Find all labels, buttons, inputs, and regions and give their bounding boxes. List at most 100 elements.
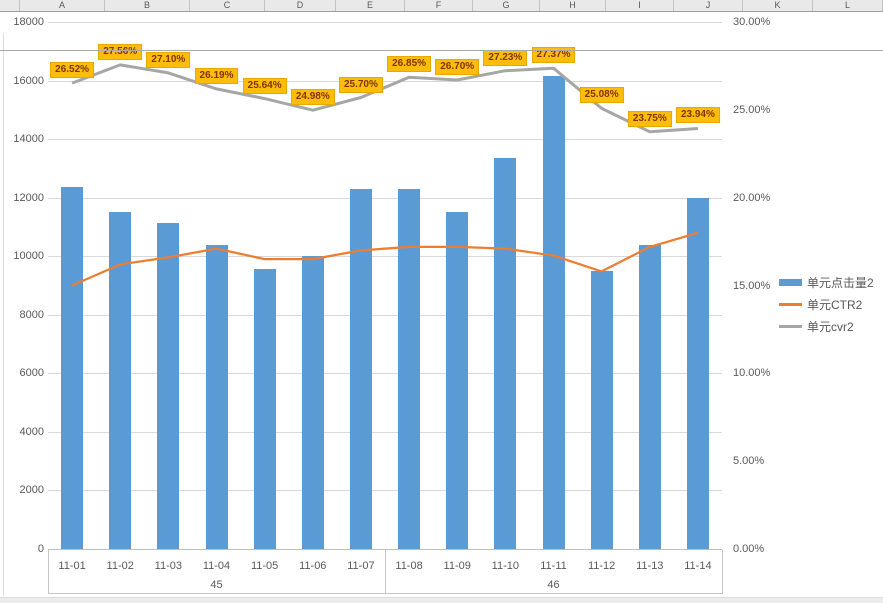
data-label-11-02: 27.56%	[98, 43, 143, 60]
gridline	[48, 373, 722, 375]
bar-11-09[interactable]	[446, 212, 469, 549]
column-header-J[interactable]: J	[674, 0, 743, 11]
column-header-K[interactable]: K	[743, 0, 813, 11]
data-label-11-01: 26.52%	[50, 62, 95, 79]
bar-11-05[interactable]	[253, 269, 276, 549]
y2-axis-label: 5.00%	[733, 455, 765, 468]
x-axis-label-11-02: 11-02	[106, 560, 134, 572]
legend-label: 单元CTR2	[807, 297, 863, 312]
column-header-I[interactable]: I	[606, 0, 674, 11]
sheet-bottom-band	[0, 597, 883, 603]
gridline	[48, 256, 722, 258]
data-label-11-13: 23.75%	[627, 110, 672, 127]
data-label-11-05: 25.64%	[242, 77, 287, 94]
y-axis-label: 10000	[13, 250, 44, 263]
line-swatch-icon	[779, 302, 802, 306]
data-label-11-04: 26.19%	[194, 67, 239, 84]
bar-11-11[interactable]	[542, 76, 565, 549]
data-label-11-03: 27.10%	[146, 51, 191, 68]
bar-11-13[interactable]	[638, 244, 661, 549]
bar-11-14[interactable]	[686, 197, 709, 549]
bar-11-08[interactable]	[398, 188, 421, 549]
y2-axis-label: 30.00%	[733, 16, 771, 28]
line-series-单元CTR2[interactable]	[48, 22, 722, 549]
legend-item-clicks[interactable]: 单元点击量2	[779, 271, 874, 293]
column-header-L[interactable]: L	[813, 0, 883, 11]
y2-axis-label: 0.00%	[733, 543, 765, 555]
legend-label: 单元点击量2	[807, 275, 874, 290]
gridline	[48, 22, 722, 23]
y2-axis-label: 20.00%	[733, 191, 771, 204]
x-axis-label-11-03: 11-03	[154, 560, 182, 572]
x-axis-label-11-13: 11-13	[636, 560, 664, 572]
chart-plot-area: 26.52% 27.56% 27.10% 26.19% 25.64% 24.98% 25.7…	[48, 22, 722, 550]
bar-11-02[interactable]	[109, 212, 132, 549]
gridline	[48, 490, 722, 492]
gridline	[48, 431, 722, 433]
gridline	[48, 197, 722, 199]
legend-label: 单元cvr2	[807, 319, 854, 334]
column-header-F[interactable]: F	[405, 0, 473, 11]
x-axis-label-11-06: 11-06	[299, 560, 327, 572]
x-axis-label-11-01: 11-01	[58, 560, 86, 572]
data-label-11-07: 25.70%	[338, 76, 383, 93]
bar-swatch-icon	[779, 278, 802, 286]
axis-bottom-rule	[48, 593, 723, 594]
bar-11-01[interactable]	[61, 187, 84, 549]
bar-11-12[interactable]	[590, 270, 613, 549]
data-label-11-12: 25.08%	[579, 87, 624, 104]
data-label-11-09: 26.70%	[435, 58, 480, 75]
axis-separator	[722, 550, 723, 593]
x-axis-label-11-09: 11-09	[443, 560, 471, 572]
x-axis-label-11-04: 11-04	[202, 560, 231, 572]
column-header-A[interactable]: A	[20, 0, 105, 11]
y2-axis-label: 25.00%	[733, 103, 771, 116]
column-header-D[interactable]: D	[265, 0, 336, 11]
legend-item-cvr[interactable]: 单元cvr2	[779, 315, 874, 337]
group-label-46: 46	[547, 579, 560, 591]
bar-11-04[interactable]	[205, 244, 228, 549]
data-label-11-08: 26.85%	[387, 56, 432, 73]
group-label-45: 45	[210, 579, 223, 591]
sheet-row-border	[0, 50, 883, 51]
bar-11-06[interactable]	[301, 256, 324, 549]
bar-11-10[interactable]	[494, 158, 517, 549]
y-axis-label: 12000	[13, 191, 44, 204]
y2-axis-label: 10.00%	[733, 367, 771, 380]
category-axis: 11-01 11-02 11-03 11-04 11-05 11-06 11-07 11-08…	[0, 549, 883, 594]
column-header-B[interactable]: B	[105, 0, 190, 11]
gridline	[48, 314, 722, 316]
legend-item-ctr[interactable]: 单元CTR2	[779, 293, 874, 315]
data-label-11-11: 27.37%	[531, 47, 576, 64]
x-axis-label-11-10: 11-10	[491, 560, 519, 572]
y-axis-label: 14000	[13, 133, 44, 146]
y-axis-label: 2000	[19, 484, 44, 497]
column-header-E[interactable]: E	[336, 0, 405, 11]
gridline	[48, 80, 722, 82]
x-axis-label-11-11: 11-11	[540, 560, 567, 572]
axis-separator	[385, 550, 386, 593]
y2-axis-label: 15.00%	[733, 279, 771, 292]
x-axis-label-11-07: 11-07	[347, 560, 375, 572]
data-label-11-06: 24.98%	[290, 89, 335, 106]
column-header-H[interactable]: H	[540, 0, 606, 11]
y-axis-label: 8000	[19, 308, 44, 321]
column-header-G[interactable]: G	[473, 0, 540, 11]
x-axis-label-11-12: 11-12	[587, 560, 616, 572]
y-axis-label: 4000	[19, 425, 44, 438]
bar-11-03[interactable]	[157, 222, 180, 549]
x-axis-label-11-05: 11-05	[250, 560, 279, 572]
bar-11-07[interactable]	[349, 188, 372, 549]
column-header-C[interactable]: C	[190, 0, 265, 11]
axis-separator	[48, 550, 49, 593]
y-axis-label: 6000	[19, 367, 44, 380]
data-label-11-14: 23.94%	[675, 107, 720, 124]
x-axis-label-11-08: 11-08	[395, 560, 423, 572]
row-header-stub	[0, 0, 20, 11]
chart-legend: 单元点击量2 单元CTR2 单元cvr2	[779, 271, 874, 337]
y-axis-label: 16000	[13, 74, 44, 87]
line-swatch-icon	[779, 324, 802, 328]
x-axis-label-11-14: 11-14	[684, 560, 712, 572]
